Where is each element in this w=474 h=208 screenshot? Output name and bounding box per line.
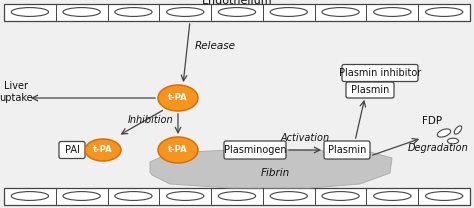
FancyBboxPatch shape bbox=[224, 141, 286, 159]
Ellipse shape bbox=[85, 139, 121, 161]
Ellipse shape bbox=[219, 7, 255, 16]
FancyBboxPatch shape bbox=[324, 141, 370, 159]
Text: t-PA: t-PA bbox=[168, 94, 188, 103]
Text: Plasmin: Plasmin bbox=[328, 145, 366, 155]
Ellipse shape bbox=[454, 126, 462, 134]
Ellipse shape bbox=[166, 192, 204, 201]
Ellipse shape bbox=[322, 192, 359, 201]
Text: Endothelium: Endothelium bbox=[202, 0, 272, 5]
Ellipse shape bbox=[447, 138, 458, 144]
FancyBboxPatch shape bbox=[346, 82, 394, 98]
Text: Plasminogen: Plasminogen bbox=[224, 145, 286, 155]
Ellipse shape bbox=[63, 192, 100, 201]
Bar bbox=[4, 4, 470, 21]
Ellipse shape bbox=[166, 7, 204, 16]
Ellipse shape bbox=[438, 129, 451, 137]
Text: Degradation: Degradation bbox=[408, 143, 469, 153]
FancyBboxPatch shape bbox=[342, 64, 418, 82]
Ellipse shape bbox=[11, 7, 48, 16]
Polygon shape bbox=[150, 150, 392, 188]
Ellipse shape bbox=[374, 192, 411, 201]
Text: Release: Release bbox=[194, 41, 236, 51]
Text: t-PA: t-PA bbox=[93, 146, 113, 155]
Ellipse shape bbox=[115, 7, 152, 16]
Text: t-PA: t-PA bbox=[168, 146, 188, 155]
Ellipse shape bbox=[270, 7, 308, 16]
Text: FDP: FDP bbox=[422, 116, 442, 126]
Ellipse shape bbox=[11, 192, 48, 201]
Ellipse shape bbox=[426, 192, 463, 201]
Text: Activation: Activation bbox=[281, 133, 329, 143]
FancyBboxPatch shape bbox=[59, 141, 85, 158]
Text: Inhibition: Inhibition bbox=[128, 115, 173, 125]
Ellipse shape bbox=[115, 192, 152, 201]
Text: Fibrin: Fibrin bbox=[260, 168, 290, 178]
Text: Plasmin inhibitor: Plasmin inhibitor bbox=[339, 68, 421, 78]
Ellipse shape bbox=[158, 85, 198, 111]
Ellipse shape bbox=[63, 7, 100, 16]
Ellipse shape bbox=[322, 7, 359, 16]
Ellipse shape bbox=[426, 7, 463, 16]
Ellipse shape bbox=[219, 192, 255, 201]
Text: Plasmin: Plasmin bbox=[351, 85, 389, 95]
Ellipse shape bbox=[374, 7, 411, 16]
Text: Liver
uptake: Liver uptake bbox=[0, 81, 33, 103]
Bar bbox=[4, 187, 470, 204]
Ellipse shape bbox=[270, 192, 308, 201]
Ellipse shape bbox=[158, 137, 198, 163]
Text: PAI: PAI bbox=[64, 145, 80, 155]
